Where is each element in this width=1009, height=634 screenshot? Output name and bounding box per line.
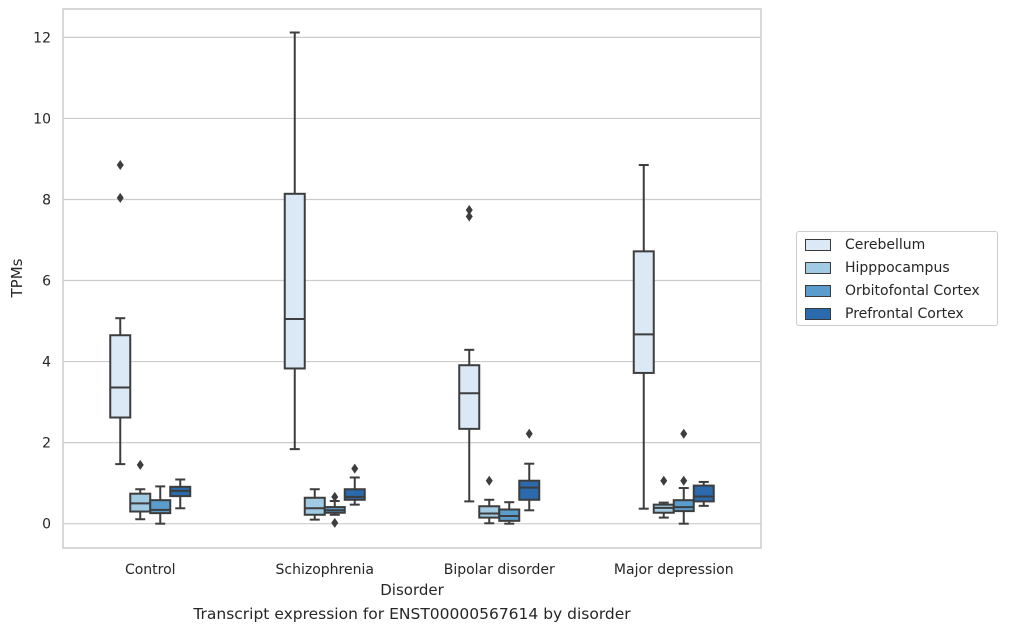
outlier-point [525,428,533,439]
outlier-point [331,491,339,502]
legend-swatch [805,239,831,251]
gridlines [63,36,761,525]
box-orbitofontal-cortex [323,491,346,528]
box-hipppocampus [478,475,501,525]
y-tick-label: 0 [42,517,51,533]
legend: Cerebellum Hipppocampus Orbitofontal Corte… [796,231,998,326]
box-body [632,250,655,374]
box-body [692,484,715,503]
figure-caption: Transcript expression for ENST0000056761… [193,605,631,623]
legend-entry: Prefrontal Cortex [805,304,964,324]
box-body [672,499,695,513]
legend-swatch [805,308,831,320]
y-axis-label: TPMs [8,258,26,298]
box-cerebellum [109,160,132,466]
box-hipppocampus [129,459,152,521]
box-body [343,488,366,501]
outlier-point [680,428,688,439]
outlier-point [465,205,473,216]
box-body [149,499,172,515]
box-hipppocampus [303,488,326,521]
legend-entry: Hipppocampus [805,258,950,278]
box-orbitofontal-cortex [672,428,695,525]
outlier-point [351,463,359,474]
box-body [518,479,541,501]
legend-swatch [805,285,831,297]
box-prefrontal-cortex [343,463,366,506]
y-tick-label: 10 [33,111,51,127]
legend-label: Hipppocampus [845,260,950,276]
outlier-point [660,475,668,486]
x-tick-label: Schizophrenia [276,562,374,578]
x-axis-label: Disorder [380,581,444,599]
outlier-point [680,475,688,486]
y-tick-label: 4 [42,355,51,371]
x-tick-label: Bipolar disorder [444,562,555,578]
legend-label: Orbitofontal Cortex [845,283,980,299]
outlier-point [465,211,473,222]
box-prefrontal-cortex [169,478,192,510]
box-prefrontal-cortex [692,480,715,507]
box-cerebellum [283,31,306,451]
outlier-point [116,192,124,203]
box-orbitofontal-cortex [498,501,521,525]
x-tick-labels: Control Schizophrenia Bipolar disorder Majo… [125,562,734,578]
x-tick-label: Major depression [614,562,734,578]
box-cerebellum [458,205,481,503]
y-tick-label: 6 [42,274,51,290]
legend-entry: Cerebellum [805,235,925,255]
outlier-point [116,160,124,171]
x-tick-label: Control [125,562,176,578]
box-body [283,192,306,370]
outlier-point [485,475,493,486]
legend-swatch [805,262,831,274]
box-cerebellum [632,164,655,510]
box-body [109,334,132,419]
box-body [458,364,481,430]
outlier-point [331,517,339,528]
y-tick-labels: 0 2 4 6 8 10 12 [33,30,51,532]
boxes [109,31,715,528]
y-tick-label: 8 [42,192,51,208]
legend-entry: Orbitofontal Cortex [805,281,980,301]
box-hipppocampus [652,475,675,519]
box-body [478,505,501,519]
plot-area-frame [62,8,762,549]
outlier-point [136,459,144,470]
legend-label: Cerebellum [845,237,926,253]
box-orbitofontal-cortex [149,485,172,525]
box-prefrontal-cortex [518,428,541,512]
legend-label: Prefrontal Cortex [845,306,964,322]
y-tick-label: 12 [33,30,51,46]
y-tick-label: 2 [42,436,51,452]
box-body [303,496,326,516]
